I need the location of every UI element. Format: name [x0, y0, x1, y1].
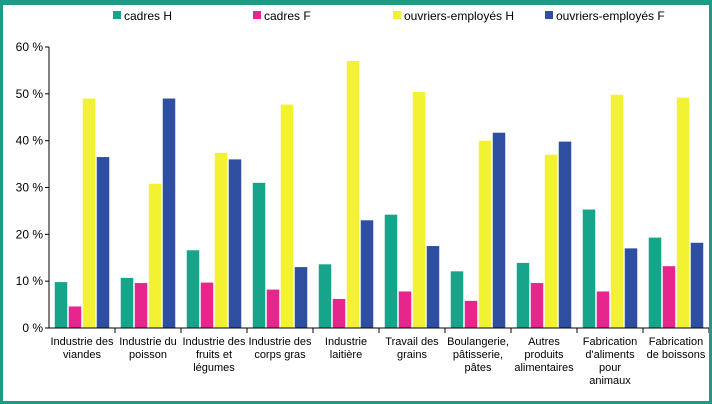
bar-cadres-f [332, 298, 346, 328]
bar-ouvriers-employes-f [294, 267, 308, 328]
legend-swatch-ouvriers-employes-h [393, 11, 401, 19]
x-category-label: Travail des grains [385, 336, 439, 361]
bar-cadres-h [186, 250, 200, 328]
bar-ouvriers-employes-h [82, 98, 96, 329]
bar-cadres-f [662, 266, 676, 328]
bar-ouvriers-employes-h [478, 140, 492, 328]
x-category-label: Industrie des fruits et légumes [183, 336, 246, 374]
legend: cadres H cadres F ouvriers-employés H ouvri… [113, 9, 665, 23]
y-tick-label: 50 % [16, 87, 44, 101]
x-category-label: Boulangerie, pâtisserie, pâtes [447, 336, 509, 374]
bar-chart: cadres H cadres F ouvriers-employés H ouvri… [16, 9, 709, 387]
bar-cadres-h [450, 271, 464, 328]
bar-cadres-h [54, 282, 68, 328]
x-category-label: Industrie des corps gras [249, 336, 312, 361]
bar-cadres-h [582, 209, 596, 328]
bars [54, 61, 704, 329]
y-tick-label: 20 % [16, 227, 44, 241]
bar-ouvriers-employes-f [558, 141, 572, 328]
legend-swatch-cadres-h [113, 11, 121, 19]
y-tick-label: 0 % [22, 321, 43, 335]
legend-label-cadres-f: cadres F [264, 9, 311, 23]
bar-cadres-f [530, 283, 544, 328]
x-category-label: Industrie laitière [325, 336, 367, 361]
bar-ouvriers-employes-h [544, 154, 558, 328]
bar-ouvriers-employes-f [492, 132, 506, 328]
bar-ouvriers-employes-h [148, 183, 162, 328]
legend-swatch-ouvriers-employes-f [545, 11, 553, 19]
bar-cadres-h [318, 264, 332, 328]
bar-cadres-f [68, 306, 82, 328]
legend-label-cadres-h: cadres H [124, 9, 172, 23]
bar-cadres-f [266, 289, 280, 328]
bar-cadres-h [120, 277, 134, 328]
legend-swatch-cadres-f [253, 11, 261, 19]
x-category-label: Fabrication d'aliments pour animaux [583, 336, 637, 387]
legend-label-ouvriers-employes-f: ouvriers-employés F [556, 9, 665, 23]
bar-ouvriers-employes-h [280, 104, 294, 328]
y-tick-label: 10 % [16, 274, 44, 288]
bar-cadres-h [384, 214, 398, 328]
bar-ouvriers-employes-f [624, 248, 638, 328]
bar-cadres-f [200, 282, 214, 328]
bar-ouvriers-employes-h [346, 61, 360, 329]
bar-ouvriers-employes-f [96, 157, 110, 328]
bar-ouvriers-employes-f [690, 242, 704, 328]
x-category-label: Industrie des viandes [51, 336, 114, 361]
y-axis: 0 % 10 % 20 % 30 % 40 % 50 % 60 % [16, 40, 50, 335]
bar-cadres-f [464, 300, 478, 328]
bar-ouvriers-employes-h [610, 94, 624, 329]
bar-cadres-f [596, 291, 610, 328]
legend-label-ouvriers-employes-h: ouvriers-employés H [404, 9, 514, 23]
x-category-label: Industrie du poisson [119, 336, 176, 361]
y-tick-label: 30 % [16, 181, 44, 195]
bar-cadres-h [516, 262, 530, 328]
y-tick-label: 40 % [16, 134, 44, 148]
bar-cadres-f [134, 283, 148, 328]
bar-cadres-h [252, 182, 266, 328]
bar-ouvriers-employes-f [228, 159, 242, 328]
bar-ouvriers-employes-f [162, 98, 176, 329]
bar-cadres-h [648, 237, 662, 328]
x-category-label: Fabrication de boissons [647, 336, 706, 361]
bar-ouvriers-employes-f [360, 220, 374, 328]
x-category-label: Autres produits alimentaires [514, 336, 574, 374]
bar-ouvriers-employes-h [676, 97, 690, 328]
bar-ouvriers-employes-f [426, 246, 440, 328]
bar-ouvriers-employes-h [214, 152, 228, 328]
bar-ouvriers-employes-h [412, 91, 426, 329]
y-tick-label: 60 % [16, 40, 44, 54]
bar-cadres-f [398, 291, 412, 328]
